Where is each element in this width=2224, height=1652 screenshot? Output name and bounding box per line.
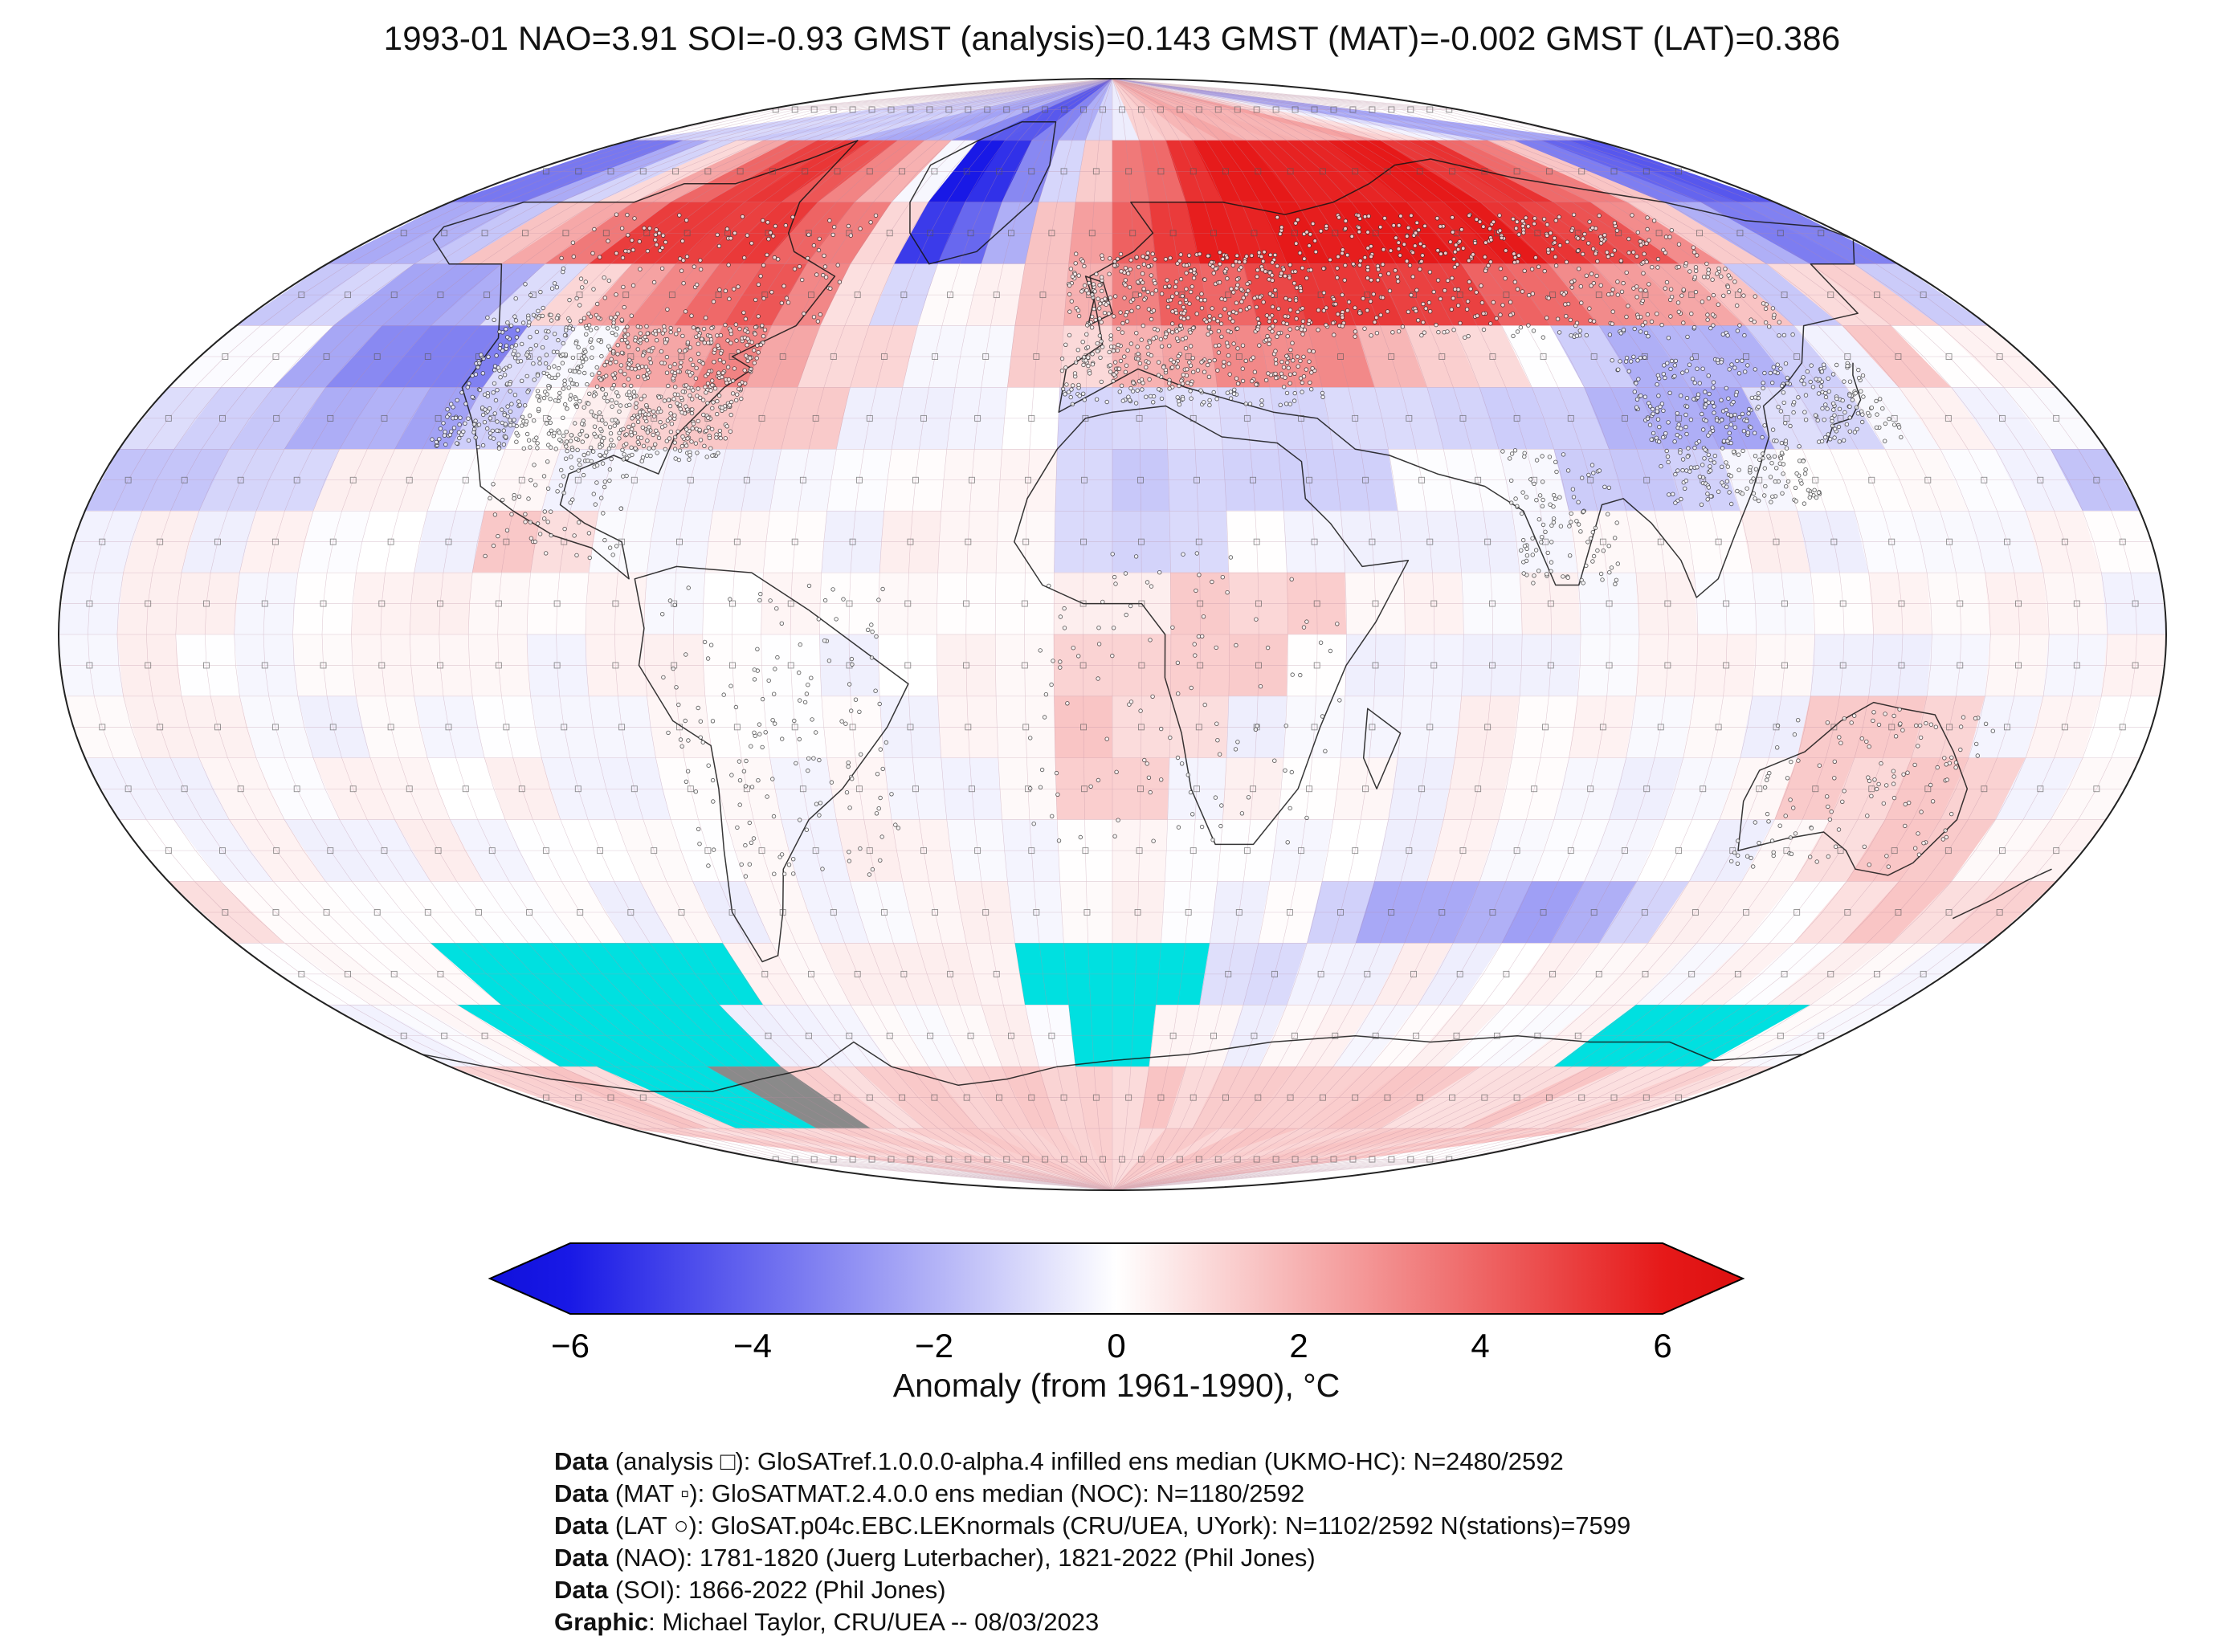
colorbar-tick: −4 [733,1327,772,1364]
colorbar-tick: 4 [1471,1327,1489,1364]
caption-line-lat: Data (LAT ○): GloSAT.p04c.EBC.LEKnormals… [554,1510,1630,1542]
caption-text: (analysis □): GloSATref.1.0.0.0-alpha.4 … [608,1447,1564,1475]
colorbar-tick: 0 [1107,1327,1125,1364]
graticule [59,79,2166,1190]
caption-line-nao: Data (NAO): 1781-1820 (Juerg Luterbacher… [554,1542,1630,1574]
colorbar-tick: −2 [915,1327,953,1364]
caption-prefix: Data [554,1544,609,1572]
caption-line-graphic: Graphic: Michael Taylor, CRU/UEA -- 08/0… [554,1606,1630,1638]
caption-prefix: Data [554,1479,609,1507]
map-layers [59,79,2166,1190]
colorbar: −6 −4 −2 0 2 4 6 [488,1242,1745,1364]
chart-title: 1993-01 NAO=3.91 SOI=-0.93 GMST (analysi… [383,19,1841,57]
caption-line-mat: Data (MAT ▫): GloSATMAT.2.4.0.0 ens medi… [554,1478,1630,1510]
caption-block: Data (analysis □): GloSATref.1.0.0.0-alp… [554,1446,1630,1638]
caption-prefix: Data [554,1447,609,1475]
analysis-cell-markers [86,106,2139,1163]
colorbar-tick: 2 [1289,1327,1308,1364]
colorbar-tick: −6 [551,1327,590,1364]
colorbar-label: Anomaly (from 1961-1990), °C [892,1367,1341,1404]
caption-text: (SOI): 1866-2022 (Phil Jones) [608,1576,946,1604]
anomaly-cells [59,79,2166,1190]
caption-text: : Michael Taylor, CRU/UEA -- 08/03/2023 [648,1608,1100,1636]
colorbar-container: −6 −4 −2 0 2 4 6 [482,1235,1751,1372]
map-outline [58,78,2167,1191]
caption-line-analysis: Data (analysis □): GloSATref.1.0.0.0-alp… [554,1446,1630,1478]
colorbar-gradient-bar [488,1242,1745,1315]
colorbar-tick: 6 [1653,1327,1671,1364]
caption-text: (LAT ○): GloSAT.p04c.EBC.LEKnormals (CRU… [608,1511,1631,1540]
caption-text: (NAO): 1781-1820 (Juerg Luterbacher), 18… [608,1544,1316,1572]
caption-prefix: Data [554,1576,609,1604]
world-map-container [48,72,2177,1197]
caption-prefix: Graphic [554,1608,649,1636]
world-map [58,78,2167,1191]
coastlines [422,121,2052,1092]
station-dots [430,212,1995,879]
caption-line-soi: Data (SOI): 1866-2022 (Phil Jones) [554,1574,1630,1606]
caption-prefix: Data [554,1511,609,1540]
caption-text: (MAT ▫): GloSATMAT.2.4.0.0 ens median (N… [608,1479,1305,1507]
